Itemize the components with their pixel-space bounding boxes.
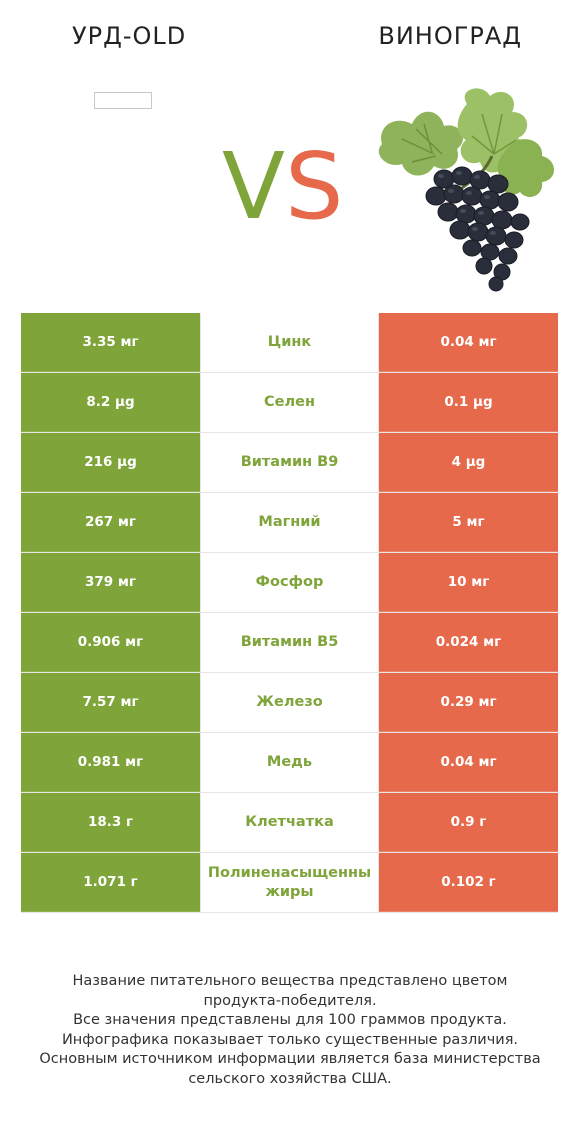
right-value: 0.04 мг: [379, 313, 558, 372]
nutrient-name: Селен: [200, 373, 379, 432]
left-value: 1.071 г: [21, 853, 200, 912]
left-value: 267 мг: [21, 493, 200, 552]
left-value: 18.3 г: [21, 793, 200, 852]
right-product-title: ВИНОГРАД: [378, 22, 522, 50]
table-row: 8.2 µg Селен 0.1 µg: [21, 373, 558, 433]
nutrient-name: Клетчатка: [200, 793, 379, 852]
left-value: 3.35 мг: [21, 313, 200, 372]
grape-image: [378, 88, 554, 292]
right-value: 0.9 г: [379, 793, 558, 852]
nutrient-name: Витамин B9: [200, 433, 379, 492]
vs-label: VS: [222, 132, 343, 242]
right-value: 0.102 г: [379, 853, 558, 912]
table-row: 1.071 г Полиненасыщенны жиры 0.102 г: [21, 853, 558, 913]
nutrient-name: Цинк: [200, 313, 379, 372]
left-value: 7.57 мг: [21, 673, 200, 732]
right-value: 0.29 мг: [379, 673, 558, 732]
table-row: 379 мг Фосфор 10 мг: [21, 553, 558, 613]
nutrient-name: Магний: [200, 493, 379, 552]
footer-note: Название питательного вещества представл…: [0, 972, 580, 1089]
table-row: 3.35 мг Цинк 0.04 мг: [21, 313, 558, 373]
table-row: 267 мг Магний 5 мг: [21, 493, 558, 553]
vs-v-letter: V: [222, 133, 285, 240]
left-value: 216 µg: [21, 433, 200, 492]
right-value: 0.1 µg: [379, 373, 558, 432]
left-value: 379 мг: [21, 553, 200, 612]
left-product-image: [94, 92, 152, 109]
table-row: 216 µg Витамин B9 4 µg: [21, 433, 558, 493]
right-value: 10 мг: [379, 553, 558, 612]
right-value: 0.04 мг: [379, 733, 558, 792]
footer-line: Название питательного вещества представл…: [72, 973, 508, 989]
footer-line: Основным источником информации является …: [39, 1051, 541, 1067]
left-value: 0.981 мг: [21, 733, 200, 792]
nutrient-name: Медь: [200, 733, 379, 792]
nutrient-name: Железо: [200, 673, 379, 732]
right-value: 4 µg: [379, 433, 558, 492]
right-value: 5 мг: [379, 493, 558, 552]
table-row: 0.906 мг Витамин B5 0.024 мг: [21, 613, 558, 673]
vs-s-letter: S: [284, 133, 344, 240]
left-value: 8.2 µg: [21, 373, 200, 432]
left-value: 0.906 мг: [21, 613, 200, 672]
left-product-title: УРД-OLD: [72, 22, 187, 50]
nutrient-name: Витамин B5: [200, 613, 379, 672]
table-row: 0.981 мг Медь 0.04 мг: [21, 733, 558, 793]
nutrient-name: Полиненасыщенны жиры: [200, 853, 379, 912]
right-value: 0.024 мг: [379, 613, 558, 672]
nutrient-name: Фосфор: [200, 553, 379, 612]
table-row: 7.57 мг Железо 0.29 мг: [21, 673, 558, 733]
footer-line: продукта-победителя.: [203, 992, 377, 1009]
footer-line: сельского хозяйства США.: [188, 1070, 392, 1087]
footer-line: Инфографика показывает только существенн…: [61, 1031, 519, 1048]
footer-line: Все значения представлены для 100 граммо…: [73, 1012, 507, 1028]
table-row: 18.3 г Клетчатка 0.9 г: [21, 793, 558, 853]
nutrient-comparison-table: 3.35 мг Цинк 0.04 мг 8.2 µg Селен 0.1 µg…: [21, 313, 558, 913]
